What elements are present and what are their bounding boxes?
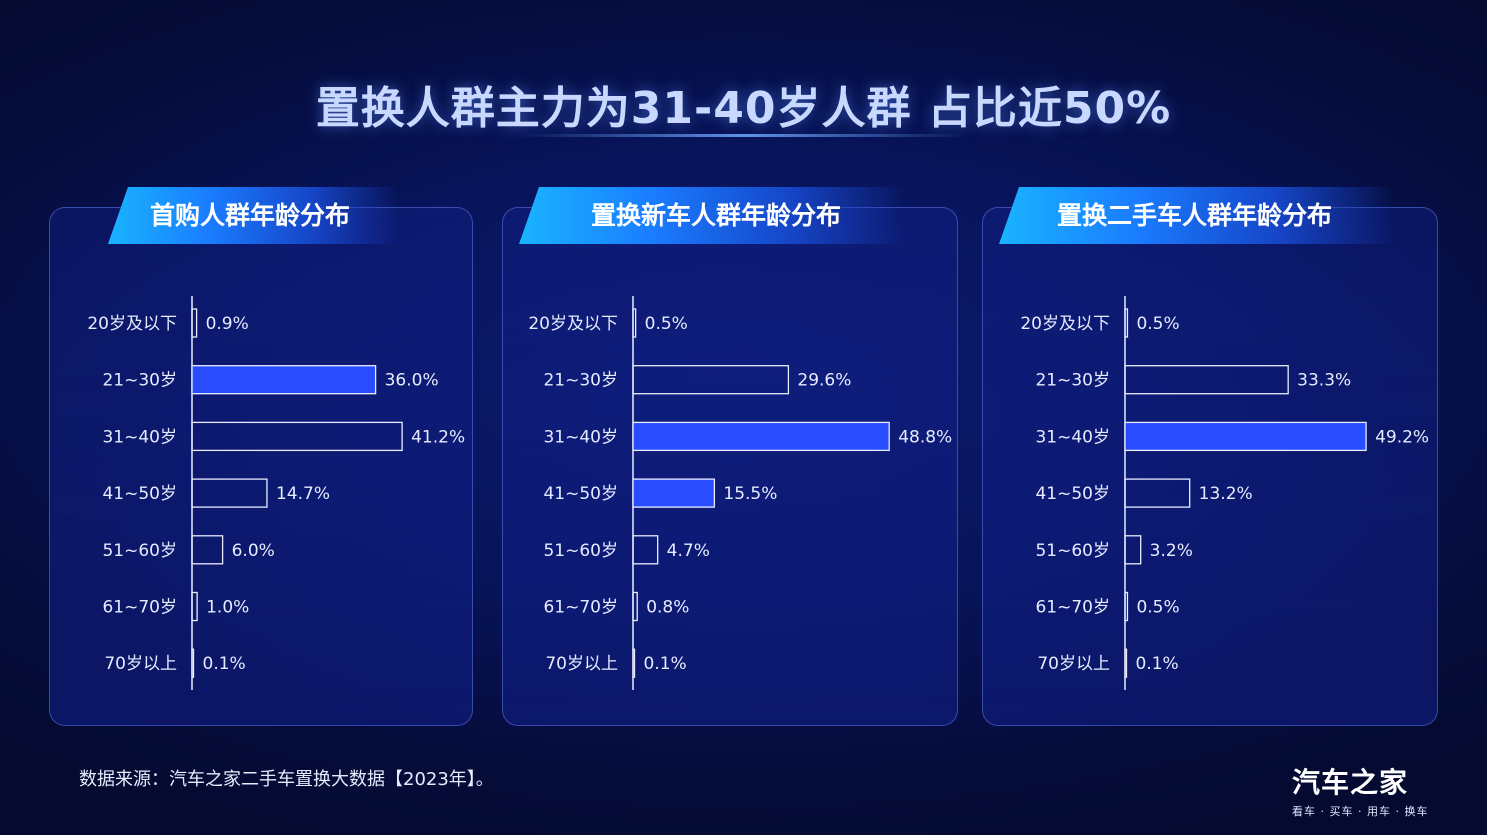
chart-title-first-purchase: 首购人群年龄分布 [150, 201, 351, 230]
bar-20岁及以下 [191, 308, 198, 338]
bar-20岁及以下 [1124, 308, 1129, 338]
data-label: 0.5% [1136, 598, 1179, 618]
chart-header-new-car-replacement: 置换新车人群年龄分布 [519, 187, 904, 244]
category-label: 70岁以上 [1037, 654, 1110, 674]
category-label: 21~30岁 [102, 371, 177, 391]
data-label: 33.3% [1297, 371, 1351, 391]
bar-41~50岁 [1124, 478, 1191, 508]
data-label: 1.0% [206, 598, 249, 618]
chart-title-new-car-replacement: 置换新车人群年龄分布 [591, 201, 842, 230]
category-label: 41~50岁 [543, 484, 618, 504]
bar-21~30岁 [191, 365, 377, 395]
title-underline-glow [520, 134, 967, 137]
data-label: 15.5% [723, 484, 777, 504]
bar-51~60岁 [632, 535, 659, 565]
category-label: 51~60岁 [543, 541, 618, 561]
data-label: 4.7% [667, 541, 710, 561]
category-label: 20岁及以下 [1020, 314, 1110, 334]
bar-70岁以上 [1124, 648, 1128, 678]
chart-panel-used-car-replacement [982, 207, 1438, 726]
category-label: 20岁及以下 [87, 314, 177, 334]
bar-70岁以上 [632, 648, 636, 678]
bar-51~60岁 [191, 535, 224, 565]
data-label: 3.2% [1150, 541, 1193, 561]
category-label: 51~60岁 [1035, 541, 1110, 561]
chart-header-first-purchase: 首购人群年龄分布 [108, 187, 398, 244]
data-label: 0.1% [1136, 654, 1179, 674]
chart-panel-first-purchase [49, 207, 473, 726]
data-label: 0.5% [645, 314, 688, 334]
category-label: 21~30岁 [1035, 371, 1110, 391]
data-label: 49.2% [1375, 427, 1429, 447]
data-label: 0.1% [203, 654, 246, 674]
category-label: 31~40岁 [543, 427, 618, 447]
bar-chart-new-car-replacement: 20岁及以下 0.5% 21~30岁 29.6% 31~40岁 48.8% 41~50岁 15… [528, 296, 952, 690]
page-title: 置换人群主力为31-40岁人群 占比近50% [315, 83, 1172, 134]
data-label: 36.0% [385, 371, 439, 391]
data-label: 0.9% [206, 314, 249, 334]
category-label: 61~70岁 [543, 598, 618, 618]
bar-21~30岁 [1124, 365, 1289, 395]
data-source-note: 数据来源：汽车之家二手车置换大数据【2023年】。 [79, 769, 494, 790]
category-label: 31~40岁 [102, 427, 177, 447]
brand-logo-name: 汽车之家 [1292, 766, 1409, 799]
bar-51~60岁 [1124, 535, 1142, 565]
chart-panel-new-car-replacement [502, 207, 958, 726]
data-label: 48.8% [898, 427, 952, 447]
data-label: 41.2% [411, 427, 465, 447]
bar-20岁及以下 [632, 308, 637, 338]
data-label: 14.7% [276, 484, 330, 504]
bar-31~40岁 [1124, 421, 1367, 452]
bar-31~40岁 [191, 421, 403, 452]
bar-21~30岁 [632, 365, 790, 395]
bar-31~40岁 [632, 421, 890, 452]
data-label: 6.0% [232, 541, 275, 561]
data-label: 0.5% [1136, 314, 1179, 334]
bar-41~50岁 [191, 478, 268, 508]
chart-title-used-car-replacement: 置换二手车人群年龄分布 [1057, 201, 1333, 230]
category-label: 61~70岁 [102, 598, 177, 618]
brand-logo-slogan: 看车 · 买车 · 用车 · 换车 [1292, 805, 1429, 818]
chart-header-used-car-replacement: 置换二手车人群年龄分布 [999, 187, 1394, 244]
data-label: 13.2% [1199, 484, 1253, 504]
data-label: 0.1% [644, 654, 687, 674]
bar-chart-first-purchase: 20岁及以下 0.9% 21~30岁 36.0% 31~40岁 41.2% 41~50岁 14… [87, 296, 465, 690]
category-label: 31~40岁 [1035, 427, 1110, 447]
category-label: 51~60岁 [102, 541, 177, 561]
category-label: 70岁以上 [104, 654, 177, 674]
category-label: 70岁以上 [545, 654, 618, 674]
category-label: 21~30岁 [543, 371, 618, 391]
category-label: 20岁及以下 [528, 314, 618, 334]
category-label: 41~50岁 [102, 484, 177, 504]
bar-41~50岁 [632, 478, 716, 508]
bar-70岁以上 [191, 648, 195, 678]
bar-61~70岁 [1124, 591, 1129, 622]
category-label: 41~50岁 [1035, 484, 1110, 504]
category-label: 61~70岁 [1035, 598, 1110, 618]
data-label: 0.8% [646, 598, 689, 618]
bar-61~70岁 [632, 591, 638, 622]
brand-logo: 汽车之家 看车 · 买车 · 用车 · 换车 [1292, 761, 1432, 819]
bar-61~70岁 [191, 591, 198, 622]
data-label: 29.6% [797, 371, 851, 391]
bar-chart-used-car-replacement: 20岁及以下 0.5% 21~30岁 33.3% 31~40岁 49.2% 41~50岁 13… [1020, 296, 1429, 690]
